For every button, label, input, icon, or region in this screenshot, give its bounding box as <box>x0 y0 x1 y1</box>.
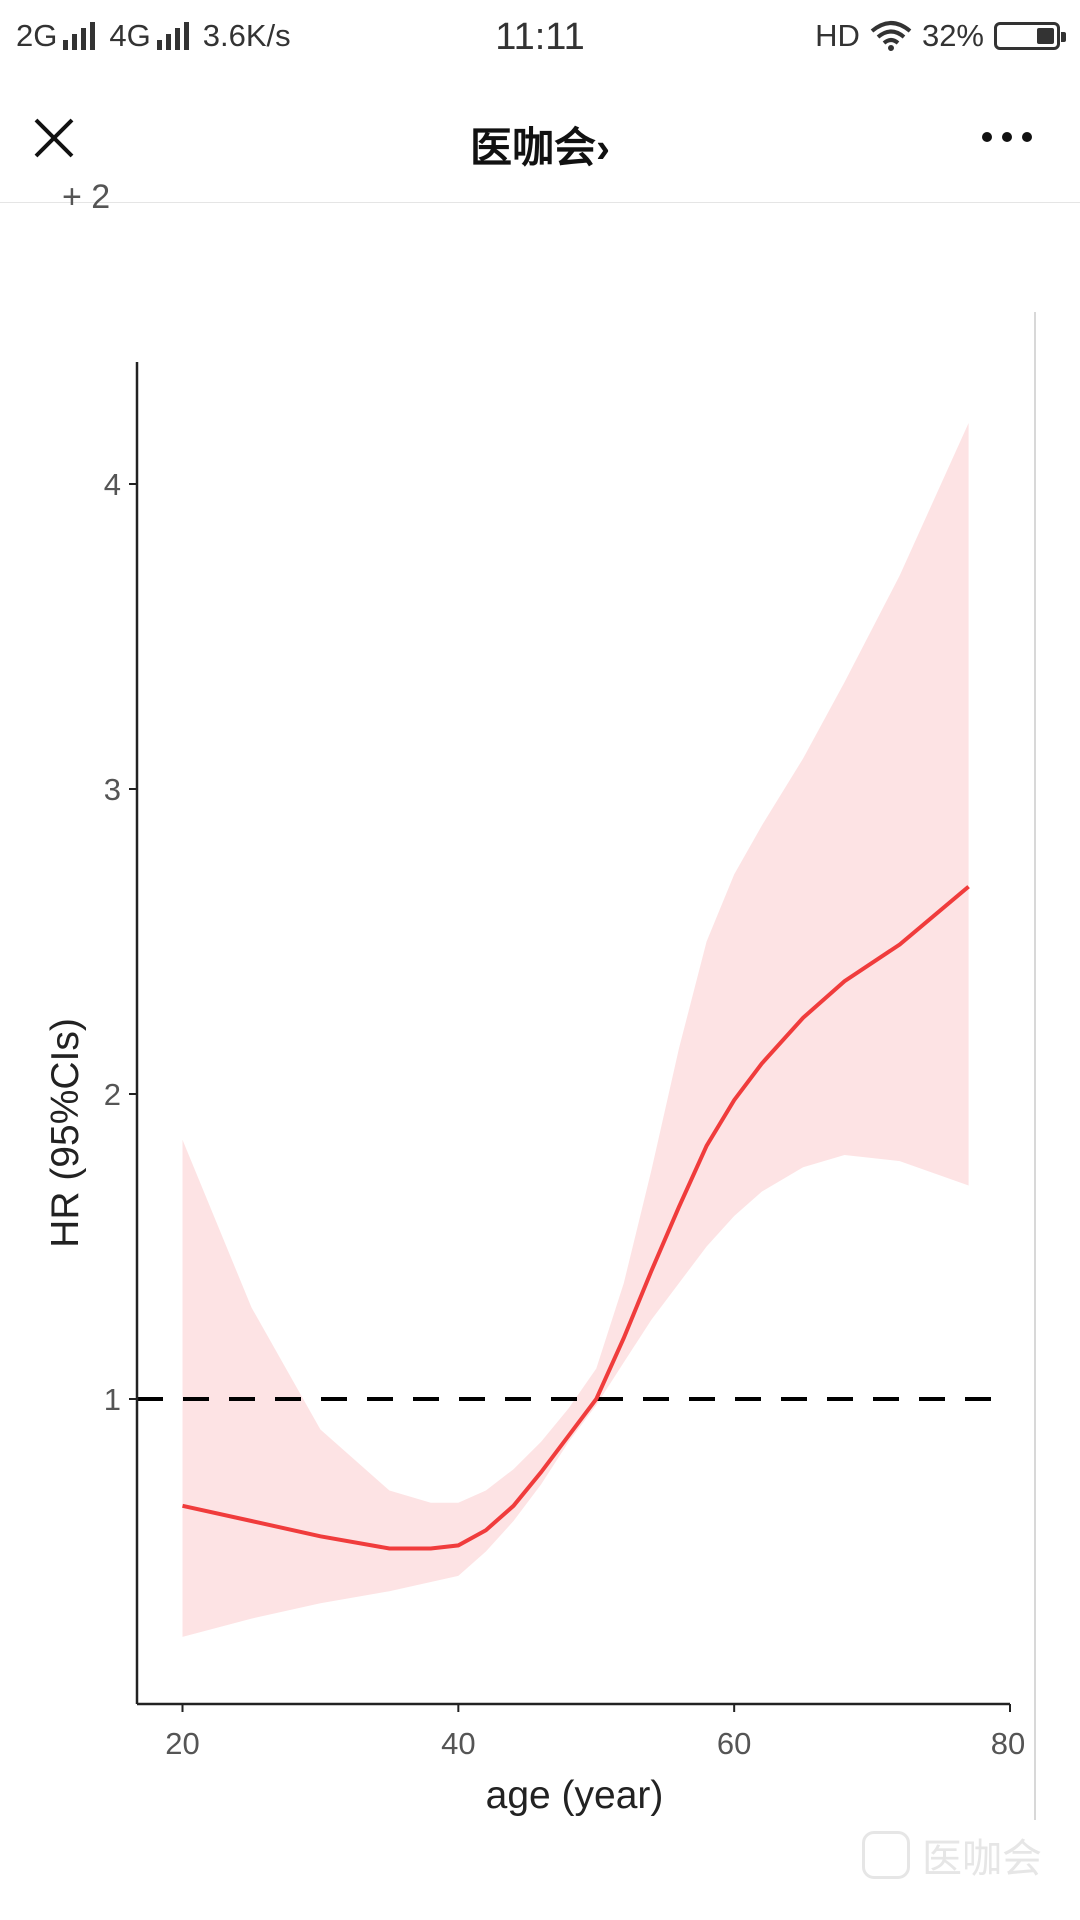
signal-bars-icon <box>63 22 96 50</box>
signal-bars-icon <box>156 22 189 50</box>
wifi-icon <box>870 21 912 51</box>
y-ticks: 1 2 3 4 <box>104 467 137 1417</box>
battery-icon <box>994 22 1066 50</box>
x-tick-label: 20 <box>165 1726 199 1761</box>
x-tick-label: 60 <box>717 1726 751 1761</box>
nav-bar: 医咖会› <box>0 76 1080 203</box>
close-icon[interactable] <box>32 116 76 160</box>
y-tick-label: 1 <box>104 1382 121 1417</box>
x-axis-label: age (year) <box>486 1774 664 1817</box>
y-tick-label: 2 <box>104 1077 121 1112</box>
divider <box>1034 312 1036 1820</box>
x-tick-label: 40 <box>441 1726 475 1761</box>
network-4g-label: 4G <box>109 18 151 53</box>
watermark-text: 医咖会 <box>922 1837 1042 1881</box>
page-title-text: 医咖会 <box>469 124 596 171</box>
x-ticks: 20 40 60 80 <box>165 1704 1025 1761</box>
x-tick-label: 80 <box>991 1726 1025 1761</box>
status-right: HD 32% <box>815 18 1066 54</box>
y-tick-label: 3 <box>104 772 121 807</box>
hd-label: HD <box>815 18 860 53</box>
y-tick-label: 4 <box>104 467 121 502</box>
more-icon[interactable] <box>982 132 1032 142</box>
logo-icon <box>862 1831 910 1879</box>
hr-curve <box>182 885 970 1551</box>
battery-percent: 32% <box>921 18 984 53</box>
status-left: 2G 4G 3.6K/s <box>16 18 291 54</box>
network-2g-label: 2G <box>16 18 58 53</box>
network-speed: 3.6K/s <box>202 18 291 53</box>
y-axis-label: HR (95%CIs) <box>44 1018 87 1248</box>
partial-text: + 2 <box>62 180 111 214</box>
confidence-band <box>182 423 969 1637</box>
watermark: 医咖会 <box>862 1826 1042 1884</box>
chevron-right-icon: › <box>596 124 610 171</box>
page-title[interactable]: 医咖会› <box>0 114 1080 175</box>
clock: 11:11 <box>495 16 585 58</box>
status-bar: 2G 4G 3.6K/s 11:11 HD 32% <box>0 0 1080 76</box>
